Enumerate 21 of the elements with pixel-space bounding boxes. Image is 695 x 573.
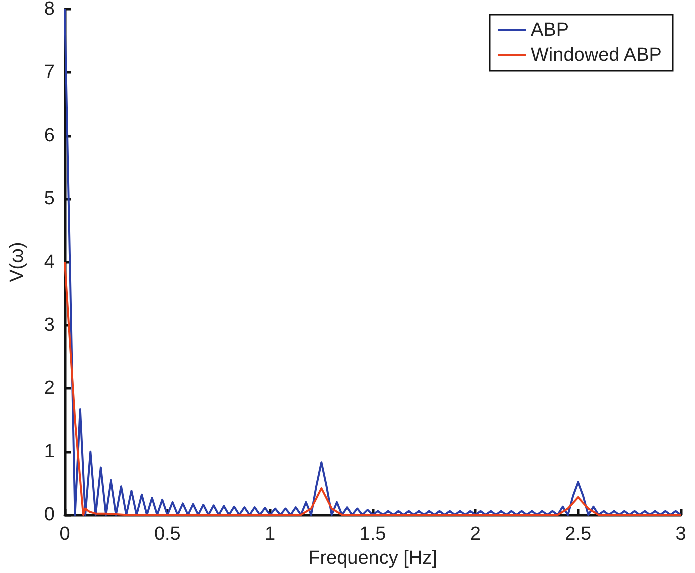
y-tick-label: 5	[44, 188, 55, 210]
y-tick-label: 2	[44, 378, 55, 400]
x-tick-label: 3	[676, 524, 686, 546]
y-axis-title: V(ω)	[7, 242, 28, 282]
line-series	[64, 8, 682, 516]
y-tick-label: 1	[44, 441, 55, 462]
y-tick-label: 3	[44, 315, 55, 336]
x-axis-title: Frequency [Hz]	[308, 548, 438, 569]
y-tick-label: 8	[44, 0, 55, 20]
y-tick-label: 0	[44, 504, 55, 526]
x-tick-label: 1.5	[360, 524, 386, 546]
x-tick-label: 2.5	[565, 524, 592, 546]
y-tick-label: 6	[44, 125, 55, 146]
x-tick-label: 0.5	[154, 524, 181, 546]
x-tick-label: 1	[265, 524, 276, 546]
legend-label: ABP	[530, 20, 570, 41]
y-tick-label: 7	[44, 62, 55, 84]
x-tick-label: 0	[60, 524, 70, 546]
y-tick-label: 4	[44, 252, 56, 273]
legend-label: Windowed ABP	[530, 45, 662, 66]
x-tick-label: 2	[470, 524, 481, 546]
